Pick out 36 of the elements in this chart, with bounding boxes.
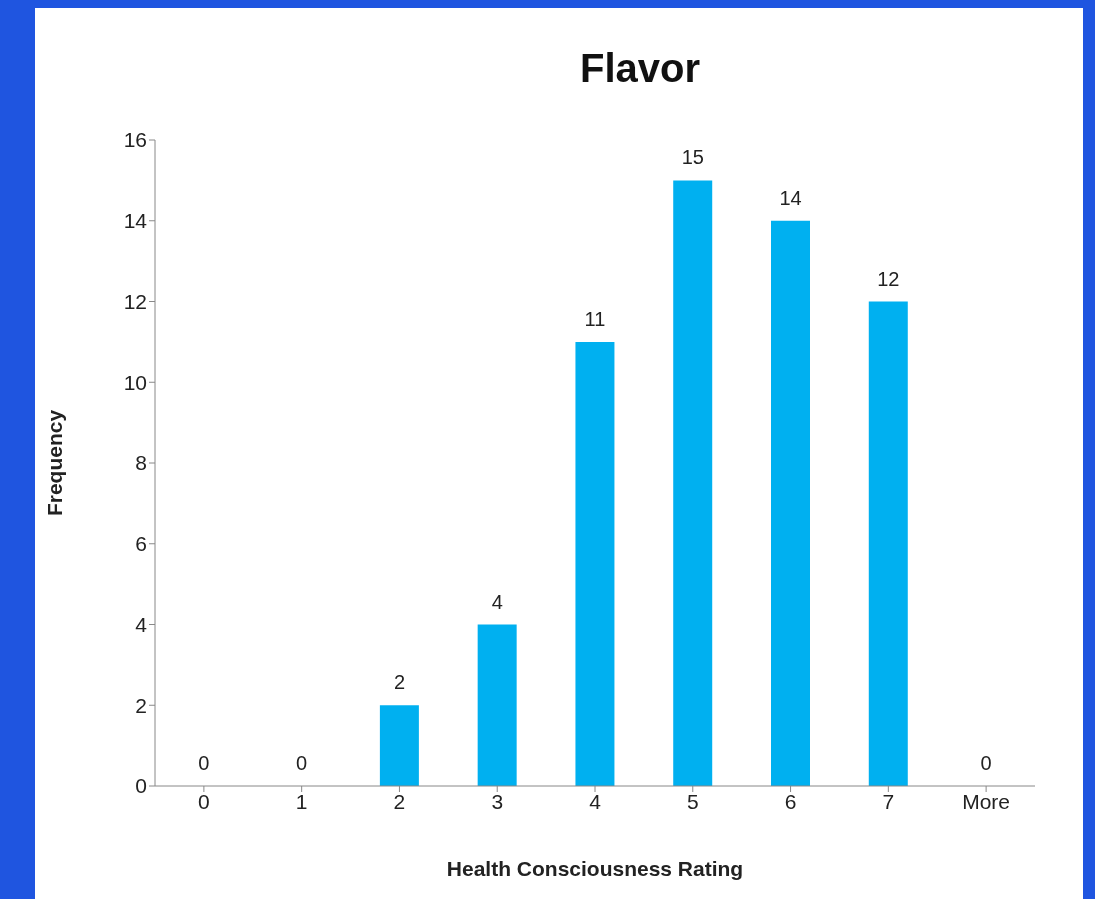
data-label: 2: [393, 671, 406, 694]
x-tick-label: 7: [882, 789, 895, 813]
bar: [771, 220, 810, 786]
y-tick-label: 4: [135, 612, 148, 636]
data-label: 0: [980, 752, 992, 774]
x-axis-title: Health Consciousness Rating: [446, 857, 744, 880]
data-label: 15: [681, 146, 704, 169]
y-tick-label: 12: [123, 289, 147, 313]
bar: [575, 341, 615, 786]
data-label: 0: [198, 752, 210, 774]
data-label: 14: [779, 186, 802, 209]
x-tick-label: 3: [491, 789, 504, 813]
bar: [868, 301, 908, 786]
x-tick-label: 4: [589, 789, 602, 813]
x-tick-label: 0: [198, 789, 210, 813]
y-tick-label: 16: [123, 128, 147, 152]
x-tick-label: More: [962, 789, 1011, 813]
x-tick-label: 6: [784, 789, 797, 813]
y-tick-label: 6: [135, 532, 147, 556]
y-tick-label: 8: [135, 451, 147, 475]
x-tick-label: 2: [393, 789, 406, 813]
y-axis-title: Frequency: [43, 409, 67, 517]
chart-title: Flavor: [578, 46, 701, 91]
bar: [379, 705, 419, 786]
x-tick-label: 5: [686, 789, 699, 813]
y-tick-label: 10: [123, 370, 147, 394]
data-label: 12: [877, 267, 900, 290]
y-tick-label: 0: [135, 774, 147, 798]
bar: [477, 624, 517, 786]
x-tick-label: 1: [295, 789, 308, 813]
y-tick-label: 2: [135, 693, 147, 717]
data-label: 11: [584, 307, 606, 330]
data-label: 0: [296, 752, 308, 774]
bar: [673, 180, 713, 786]
data-label: 4: [491, 590, 503, 613]
y-tick-label: 14: [123, 209, 148, 233]
